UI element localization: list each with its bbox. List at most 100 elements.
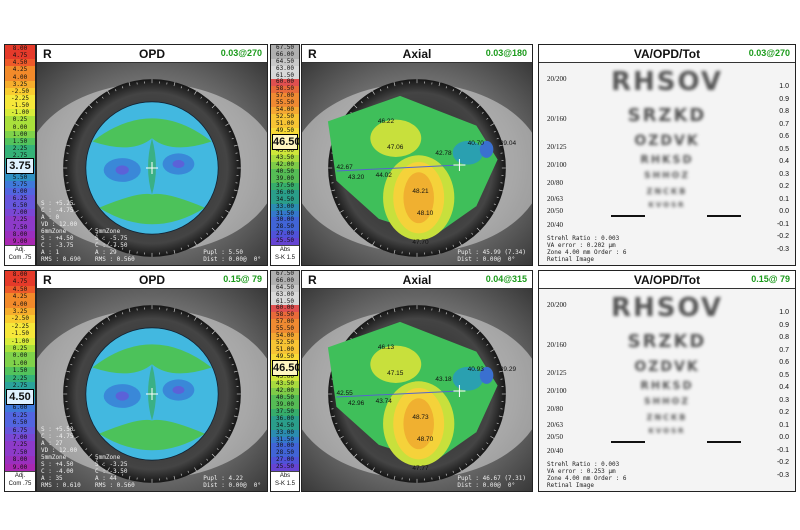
scale-tick-label: 54.00 <box>271 106 299 114</box>
scale-footer-line: Abs <box>279 473 291 479</box>
va-logmar-label: 0.0 <box>779 208 789 215</box>
scale-tick-label: 7.00 <box>5 433 35 442</box>
scale-selected-value[interactable]: 3.75 <box>6 158 34 175</box>
scale-tick-label: 7.50 <box>5 448 35 457</box>
axial-power-value: 42.67 <box>336 164 353 171</box>
va-panel-header: VA/OPD/Tot 0.03@270 <box>539 45 795 63</box>
axial-power-value: 48.70 <box>417 436 434 444</box>
scale-tick-label: 1.50 <box>5 137 35 145</box>
scale-tick-label: 39.00 <box>271 401 299 409</box>
va-logmar-label: 0.9 <box>779 95 789 103</box>
scale-tick-label: 45.00 <box>271 374 299 382</box>
scale-tick-label: 43.50 <box>271 380 299 389</box>
scale-tick-label: 36.00 <box>271 415 299 423</box>
va-snellen-label: 20/50 <box>547 433 563 441</box>
axial-eye-image <box>302 63 532 265</box>
va-letter-row: RHKSD <box>640 153 694 166</box>
axial-power-value: 39.04 <box>499 139 517 147</box>
opd-panel-header: R OPD 0.15@ 79 <box>37 271 267 289</box>
va-panel[interactable]: VA/OPD/Tot 0.15@ 79 20/200 20/160 20/125 20/1… <box>538 270 796 492</box>
scale-tick-label: 33.00 <box>271 429 299 437</box>
scale-tick-label: 28.50 <box>271 223 299 232</box>
scale-tick-label: 30.00 <box>271 443 299 451</box>
va-letter-row: KVOSR <box>648 201 686 209</box>
va-snellen-label: 20/160 <box>547 341 567 349</box>
opd-eye-image <box>37 289 267 491</box>
scale-tick-label: 3.25 <box>5 80 35 88</box>
scale-tick-label: 6.00 <box>5 404 35 412</box>
va-marker-line <box>707 215 741 217</box>
scale-tick-label: 1.00 <box>5 359 35 368</box>
opd-panel-header: R OPD 0.03@270 <box>37 45 267 63</box>
scale-selected-value[interactable]: 46.50 <box>272 133 300 150</box>
va-logmar-label: 0.2 <box>779 183 789 190</box>
axial-panel-header: R Axial 0.03@180 <box>302 45 532 63</box>
axial-map-panel[interactable]: R Axial 0.03@180 46.22 47.06 42.78 40.70 39.04 4… <box>301 44 533 266</box>
scale-tick-label: 42.00 <box>271 387 299 396</box>
va-panel[interactable]: VA/OPD/Tot 0.03@270 20/200 20/160 20/125 20/1… <box>538 44 796 266</box>
scale-tick-label: 30.00 <box>271 217 299 225</box>
scale-footer-line: S-K 1.5 <box>274 255 295 261</box>
opd-refraction-info: S : +5.25 C : -4.75 A : 0 VD : 12.00 6mm… <box>41 200 81 263</box>
va-letter-row: SHHOZ <box>644 171 690 181</box>
va-snellen-label: 20/40 <box>547 221 563 229</box>
va-logmar-label: 0.3 <box>779 170 789 178</box>
va-marker-line <box>707 441 741 443</box>
scale-tick-label: 43.50 <box>271 154 299 163</box>
opd-map-panel[interactable]: R OPD 0.03@270 S : +5.25 C : -4.75 A : 0 VD… <box>36 44 268 266</box>
scale-tick-label: 0.25 <box>5 345 35 353</box>
scale-tick-label: 3.25 <box>5 308 35 316</box>
scale-tick-label: 7.25 <box>5 216 35 224</box>
scale-tick-label: 64.50 <box>271 58 299 66</box>
scale-tick-label: -1.00 <box>5 337 35 346</box>
scale-tick-label: 58.50 <box>271 85 299 94</box>
axial-color-scale: 67.50 66.00 64.50 63.00 61.50 60.00 58.50 57.00… <box>270 270 300 492</box>
scale-tick-label: 57.00 <box>271 318 299 327</box>
va-letter-row: OZDVK <box>634 359 700 375</box>
axial-title: Axial <box>402 47 432 61</box>
axial-power-value: 48.21 <box>412 188 429 196</box>
scale-tick-label: 4.25 <box>5 66 35 74</box>
va-logmar-label: 0.7 <box>779 120 789 128</box>
axial-power-value: 46.22 <box>377 117 395 125</box>
va-logmar-label: 0.4 <box>779 158 789 165</box>
scale-tick-label: 4.75 <box>5 278 35 286</box>
va-marker-line <box>611 215 645 217</box>
scale-tick-label: 67.50 <box>271 271 299 278</box>
scale-tick-label: -1.00 <box>5 109 35 117</box>
scale-tick-label: 5.50 <box>5 173 35 181</box>
axial-power-value: 40.70 <box>467 139 484 147</box>
scale-tick-label: 7.00 <box>5 209 35 217</box>
scale-tick-label: 6.75 <box>5 426 35 434</box>
va-letter-row: SRZKD <box>627 331 707 352</box>
scale-tick-label: 28.50 <box>271 449 299 458</box>
scale-footer-line: Adj. <box>14 473 26 479</box>
va-logmar-label: -0.1 <box>776 220 789 228</box>
va-title: VA/OPD/Tot <box>633 273 701 287</box>
axial-map-graphic <box>302 63 532 265</box>
scale-tick-label: 5.75 <box>5 180 35 188</box>
scale-selected-value[interactable]: 46.50 <box>272 359 300 376</box>
scale-tick-label: 33.00 <box>271 203 299 211</box>
opd-map-panel[interactable]: R OPD 0.15@ 79 S : +5.50 C : -4.75 A : 27 V… <box>36 270 268 492</box>
opd-color-scale: 8.00 4.75 4.50 4.25 4.00 3.25 -2.50 -2.25 -1.50-… <box>4 270 36 492</box>
axial-power-value: 40.93 <box>467 365 484 373</box>
va-snellen-label: 20/160 <box>547 115 567 123</box>
scale-footer-line: S-K 1.5 <box>274 481 295 487</box>
scale-tick-label: 60.00 <box>271 79 299 87</box>
axial-header-value: 0.03@180 <box>485 48 527 58</box>
scale-tick-label: 42.00 <box>271 161 299 170</box>
va-snellen-label: 20/100 <box>547 387 567 395</box>
va-logmar-label: -0.3 <box>776 245 789 253</box>
scale-selected-value[interactable]: 4.50 <box>6 388 34 405</box>
opd-map-graphic <box>37 63 267 265</box>
va-logmar-label: 0.3 <box>779 396 789 404</box>
va-letter-row: SRZKD <box>627 105 707 126</box>
scale-tick-label: 7.50 <box>5 223 35 231</box>
scale-tick-label: 6.25 <box>5 195 35 203</box>
scale-footer-line: Com .75 <box>8 255 32 261</box>
axial-map-panel[interactable]: R Axial 0.04@315 46.13 47.15 43.18 40.93 39.29 4… <box>301 270 533 492</box>
scale-tick-label: 36.00 <box>271 189 299 197</box>
scale-tick-label: 57.00 <box>271 92 299 101</box>
axial-power-value: 42.78 <box>435 149 452 157</box>
